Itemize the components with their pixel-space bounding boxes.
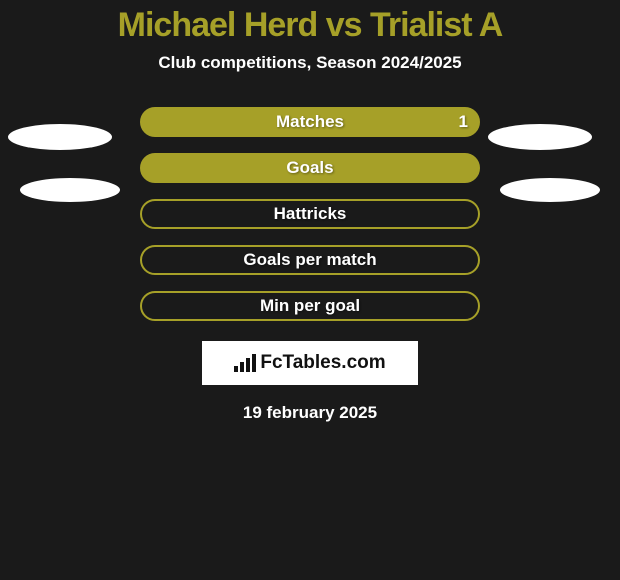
stat-value-right: 1	[459, 107, 468, 137]
stat-row: Goals per match	[0, 245, 620, 275]
stat-label: Matches	[140, 107, 480, 137]
stat-label: Goals per match	[140, 245, 480, 275]
player-right-marker-2	[500, 178, 600, 202]
bars-icon	[234, 354, 256, 372]
stat-row: Hattricks	[0, 199, 620, 229]
stat-label: Hattricks	[140, 199, 480, 229]
footer-date: 19 february 2025	[0, 403, 620, 423]
page-title: Michael Herd vs Trialist A	[0, 0, 620, 45]
site-logo: FcTables.com	[202, 341, 418, 385]
logo-text: FcTables.com	[260, 352, 385, 374]
player-left-marker-1	[8, 124, 112, 150]
player-right-marker-1	[488, 124, 592, 150]
player-left-marker-2	[20, 178, 120, 202]
stat-label: Min per goal	[140, 291, 480, 321]
stat-row: Min per goal	[0, 291, 620, 321]
page-subtitle: Club competitions, Season 2024/2025	[0, 53, 620, 73]
stat-label: Goals	[140, 153, 480, 183]
